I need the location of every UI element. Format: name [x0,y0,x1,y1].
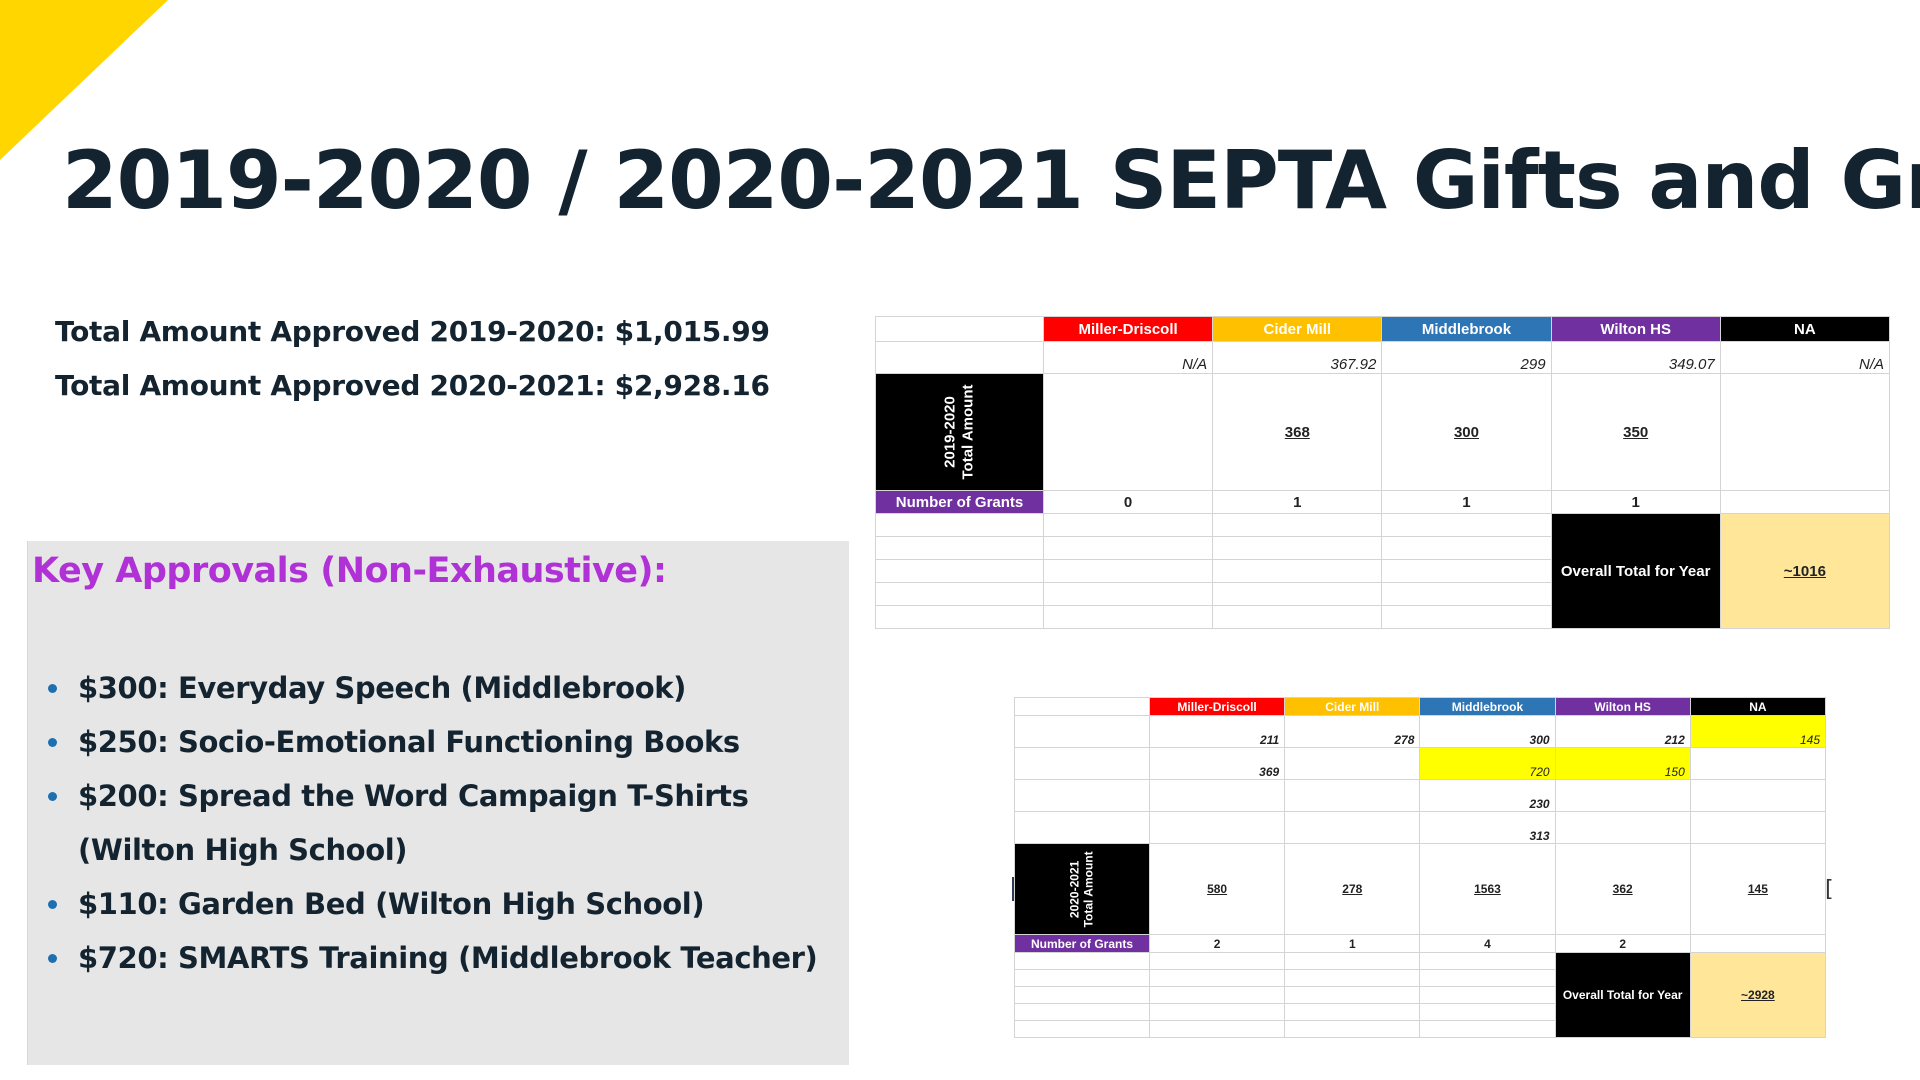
corner-cell [1014,697,1150,716]
key-approvals-panel: Key Approvals (Non-Exhaustive): $300: Ev… [27,541,849,1065]
total-2019-2020: Total Amount Approved 2019-2020: $1,015.… [55,315,770,348]
slide-title: 2019-2020 / 2020-2021 SEPTA Gifts and Gr… [62,134,1920,227]
number-of-grants-label: Number of Grants [1014,934,1150,953]
total-2020-2021: Total Amount Approved 2020-2021: $2,928.… [55,369,770,402]
spreadsheet-2020-2021: Miller-Driscoll Cider Mill Middlebrook W… [1014,697,1827,1038]
header-wilton-hs: Wilton HS [1554,697,1691,716]
overall-total-value: ~2928 [1689,952,1827,1038]
table-row: 230 [1014,779,1827,812]
header-miller-driscoll: Miller-Driscoll [1042,316,1214,342]
bullet-icon [48,954,57,963]
totals-summary: Total Amount Approved 2019-2020: $1,015.… [55,310,770,418]
table-row: 2019-2020 Total Amount 368 300 350 [875,373,1891,491]
bullet-icon [48,684,57,693]
list-item: $250: Socio-Emotional Functioning Books [48,715,817,769]
header-miller-driscoll: Miller-Driscoll [1148,697,1286,716]
header-middlebrook: Middlebrook [1381,316,1552,342]
header-cider-mill: Cider Mill [1212,316,1383,342]
table-row: 369 720 150 [1014,747,1827,780]
table-row: 313 [1014,811,1827,844]
overall-total-label: Overall Total for Year [1554,952,1691,1038]
bullet-icon [48,738,57,747]
list-item: $110: Garden Bed (Wilton High School) [48,877,817,931]
header-na: NA [1689,697,1827,716]
key-approvals-list: $300: Everyday Speech (Middlebrook) $250… [48,661,818,985]
bracket-mark: [ [1825,877,1834,902]
spreadsheet-2019-2020: Miller-Driscoll Cider Mill Middlebrook W… [875,316,1891,629]
header-cider-mill: Cider Mill [1284,697,1421,716]
table-row: 211 278 300 212 145 [1014,715,1827,748]
corner-cell [875,316,1044,342]
key-approvals-heading: Key Approvals (Non-Exhaustive): [32,551,667,591]
yellow-corner-accent [0,0,168,160]
total-amount-label: 2020-2021 Total Amount [1014,843,1150,935]
overall-total-label: Overall Total for Year [1550,513,1721,629]
table-row: Number of Grants 0 1 1 1 [875,490,1891,514]
selection-marker [1012,877,1015,901]
header-middlebrook: Middlebrook [1419,697,1556,716]
header-wilton-hs: Wilton HS [1550,316,1721,342]
bullet-icon [48,900,57,909]
overall-total-value: ~1016 [1719,513,1891,629]
table-row: N/A 367.92 299 349.07 N/A [875,341,1891,374]
table-row: Number of Grants 2 1 4 2 [1014,934,1827,953]
number-of-grants-label: Number of Grants [875,490,1044,514]
bullet-icon [48,792,57,801]
total-amount-label: 2019-2020 Total Amount [875,373,1044,491]
list-item: $720: SMARTS Training (Middlebrook Teach… [48,931,818,985]
list-item: $300: Everyday Speech (Middlebrook) [48,661,817,715]
list-item: $200: Spread the Word Campaign T-Shirts(… [48,769,817,877]
table-row: 2020-2021 Total Amount 580 278 1563 362 1… [1014,843,1827,935]
header-na: NA [1719,316,1891,342]
